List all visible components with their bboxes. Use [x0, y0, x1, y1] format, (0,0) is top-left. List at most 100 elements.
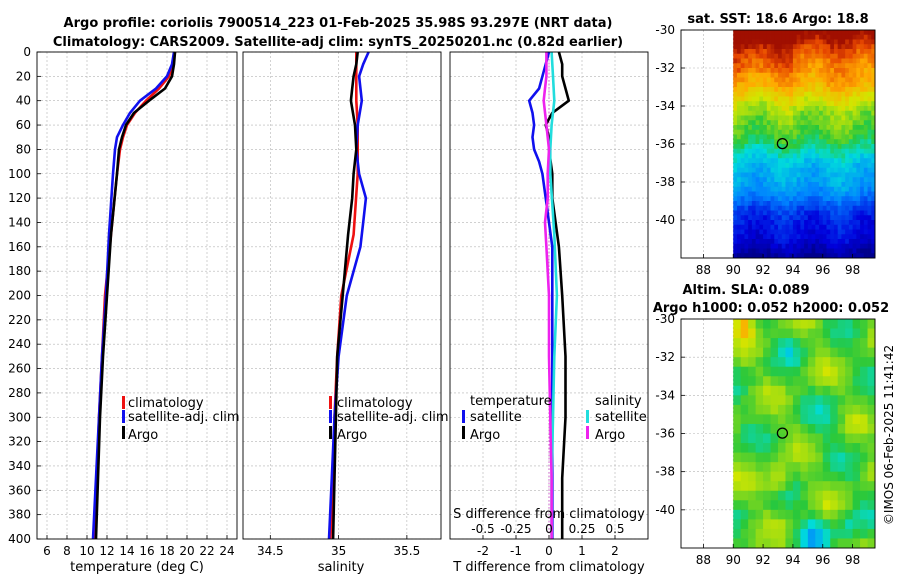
heatmap-cell [733, 528, 742, 539]
heatmap-cell [792, 220, 798, 226]
heatmap-cell [852, 224, 857, 230]
heatmap-cell [811, 224, 816, 230]
heatmap-cell [755, 39, 760, 45]
heatmap-cell [792, 34, 798, 40]
heatmap-cell [796, 167, 801, 173]
heatmap-cell [774, 177, 779, 183]
heatmap-cell [867, 68, 872, 74]
heatmap-cell [837, 201, 842, 207]
heatmap-cell [774, 68, 779, 74]
heatmap-cell [826, 220, 831, 226]
heatmap-cell [778, 205, 783, 211]
heatmap-cell [833, 158, 839, 164]
heatmap-cell [740, 490, 749, 501]
heatmap-cell [822, 239, 827, 245]
heatmap-cell [860, 500, 868, 511]
heatmap-cell [826, 253, 831, 259]
heatmap-cell [733, 201, 738, 207]
heatmap-cell [804, 72, 809, 78]
heatmap-cell [807, 462, 816, 473]
heatmap-cell [748, 153, 753, 159]
heatmap-cell [785, 357, 794, 368]
heatmap-cell [867, 82, 872, 88]
heatmap-cell [819, 110, 824, 116]
heatmap-cell [766, 186, 771, 192]
heatmap-cell [792, 433, 801, 444]
heatmap-cell [770, 490, 779, 501]
heatmap-cell [807, 357, 816, 368]
heatmap-cell [792, 229, 798, 235]
heatmap-cell [845, 63, 850, 69]
heatmap-cell [845, 347, 854, 358]
heatmap-cell [811, 91, 816, 97]
heatmap-cell [744, 125, 749, 131]
heatmap-cell [830, 49, 835, 55]
heatmap-cell [774, 134, 779, 140]
heatmap-cell [856, 68, 861, 74]
heatmap-cell [833, 220, 839, 226]
sla-map-ticks: 88 90 92 94 96 98-30-32-34-36-38-40 [655, 312, 860, 567]
heatmap-cell [848, 91, 854, 97]
heatmap-cell [785, 144, 790, 150]
heatmap-cell [800, 224, 805, 230]
heatmap-cell [789, 234, 794, 240]
heatmap-cell [830, 229, 835, 235]
legend-s-argo-label: Argo [595, 428, 625, 443]
heatmap-cell [733, 153, 738, 159]
sla-map-title: Altim. SLA: 0.089 [683, 283, 810, 298]
heatmap-cell [804, 115, 809, 121]
heatmap-cell [807, 182, 812, 188]
heatmap-cell [792, 414, 801, 425]
heatmap-cell [826, 53, 831, 59]
heatmap-cell [755, 63, 760, 69]
difference-panel: -2 -1 0 1 2 T difference from climatology S … [449, 51, 649, 575]
heatmap-cell [740, 68, 745, 74]
heatmap-cell [778, 72, 783, 78]
heatmap-cell [748, 196, 753, 202]
heatmap-cell [792, 158, 798, 164]
heatmap-cell [796, 72, 801, 78]
heatmap-cell [736, 129, 742, 135]
heatmap-cell [755, 481, 764, 492]
heatmap-cell [736, 148, 742, 154]
heatmap-cell [852, 338, 861, 349]
heatmap-cell [815, 153, 820, 159]
heatmap-cell [811, 172, 816, 178]
heatmap-cell [733, 49, 738, 55]
heatmap-cell [759, 163, 764, 169]
heatmap-cell [819, 243, 824, 249]
heatmap-cell [852, 196, 857, 202]
heatmap-cell [841, 49, 846, 55]
heatmap-cell [830, 452, 839, 463]
heatmap-cell [781, 110, 786, 116]
heatmap-cell [867, 423, 876, 434]
heatmap-cell [740, 423, 749, 434]
heatmap-cell [830, 172, 835, 178]
heatmap-cell [815, 404, 824, 415]
heatmap-cell [852, 77, 857, 83]
heatmap-cell [837, 385, 846, 396]
heatmap-cell [822, 72, 827, 78]
heatmap-cell [792, 91, 798, 97]
heatmap-cell [766, 148, 771, 154]
heatmap-cell [774, 53, 779, 59]
heatmap-cell [845, 153, 850, 159]
heatmap-cell [830, 376, 839, 387]
heatmap-cell [740, 481, 749, 492]
heatmap-cell [755, 452, 764, 463]
heatmap-cell [774, 30, 779, 36]
heatmap-cell [748, 110, 753, 116]
heatmap-cell [871, 196, 876, 202]
heatmap-cell [833, 224, 839, 230]
heatmap-cell [860, 30, 865, 36]
heatmap-cell [867, 319, 876, 329]
heatmap-cell [856, 196, 861, 202]
heatmap-cell [845, 404, 854, 415]
heatmap-cell [841, 224, 846, 230]
s-diff-tick-label: 0.25 [569, 522, 596, 536]
lat-tick-label: -36 [655, 137, 675, 151]
heatmap-cell [860, 191, 865, 197]
heatmap-cell [841, 148, 846, 154]
heatmap-cell [774, 205, 779, 211]
heatmap-cell [800, 87, 805, 93]
